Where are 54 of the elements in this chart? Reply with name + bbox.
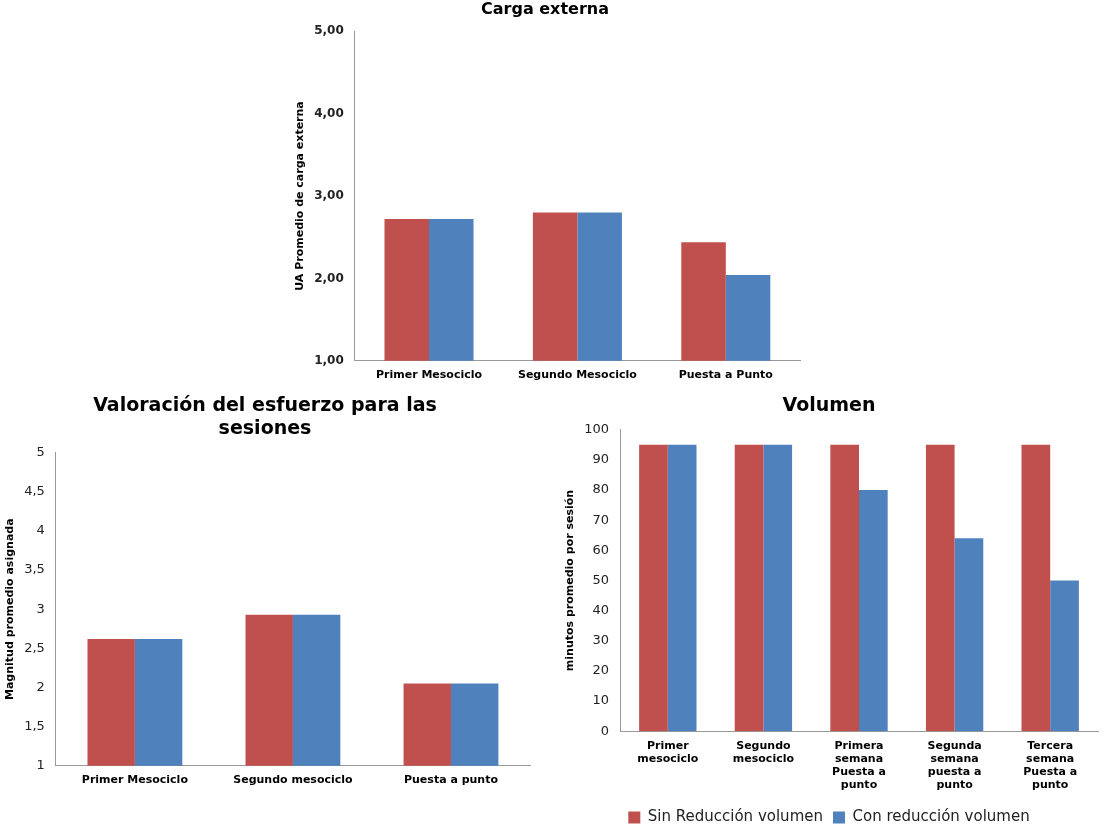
y-axis-title: Magnitud promedio asignada	[3, 518, 17, 701]
x-tick-label: Puesta a punto	[403, 773, 499, 787]
y-tick-label: 2,5	[24, 639, 45, 655]
bar	[830, 444, 860, 732]
y-tick-label: 70	[592, 511, 610, 527]
y-tick-label: 3,00	[314, 188, 344, 203]
y-tick-label: 30	[592, 632, 610, 648]
y-axis-title: UA Promedio de carga externa	[293, 101, 307, 291]
x-tick-label: Puesta a Punto	[678, 368, 774, 382]
x-tick-label: Segundo mesociclo	[732, 738, 795, 765]
x-tick-label: Primer Mesociclo	[81, 773, 189, 787]
y-tick-label: 50	[592, 571, 610, 587]
y-tick-label: 40	[592, 602, 610, 618]
y-tick-label: 20	[592, 662, 610, 678]
bar	[859, 490, 888, 732]
bar	[639, 444, 668, 732]
bar	[925, 444, 955, 732]
x-tick-label: Tercera semana Puesta a punto	[1023, 738, 1078, 792]
y-tick-label: 5	[36, 443, 45, 459]
y-tick-label: 2,00	[314, 270, 344, 285]
chart-title: Valoración del esfuerzo para las sesiones	[93, 393, 437, 439]
x-tick-label: Primera semana Puesta a punto	[832, 738, 886, 792]
bar	[954, 538, 984, 732]
chart-title: Volumen	[782, 393, 876, 416]
y-tick-label: 5,00	[314, 23, 344, 38]
y-tick-label: 3,5	[24, 561, 45, 577]
bar	[667, 444, 697, 732]
y-tick-label: 60	[592, 541, 610, 557]
y-tick-label: 80	[592, 481, 610, 497]
x-tick-label: Primer mesociclo	[637, 738, 699, 765]
x-tick-label: Segundo mesociclo	[233, 773, 354, 787]
y-tick-label: 1	[36, 757, 45, 773]
y-tick-label: 90	[592, 451, 610, 467]
bar	[734, 444, 764, 732]
x-tick-label: Segunda semana puesta a punto	[927, 738, 982, 792]
chart-title: Carga externa	[481, 0, 609, 18]
bar	[1021, 444, 1051, 732]
y-tick-label: 10	[592, 692, 610, 708]
y-tick-label: 1,00	[314, 352, 344, 367]
x-tick-label: Primer Mesociclo	[375, 368, 483, 382]
y-tick-label: 1,5	[24, 718, 45, 734]
y-tick-label: 0	[600, 722, 610, 738]
legend-label: Sin Reducción volumen	[647, 807, 823, 826]
legend-label: Con reducción volumen	[852, 807, 1030, 826]
y-tick-label: 4,5	[24, 483, 45, 499]
y-tick-label: 4,00	[314, 105, 344, 120]
y-axis-title: minutos promedio por sesión	[563, 489, 577, 672]
bar	[1050, 580, 1079, 732]
x-tick-label: Segundo Mesociclo	[517, 368, 638, 382]
y-tick-label: 2	[36, 678, 45, 694]
y-tick-label: 4	[36, 522, 45, 538]
y-tick-label: 3	[36, 600, 45, 616]
y-tick-label: 100	[584, 421, 610, 437]
bar	[763, 444, 793, 732]
